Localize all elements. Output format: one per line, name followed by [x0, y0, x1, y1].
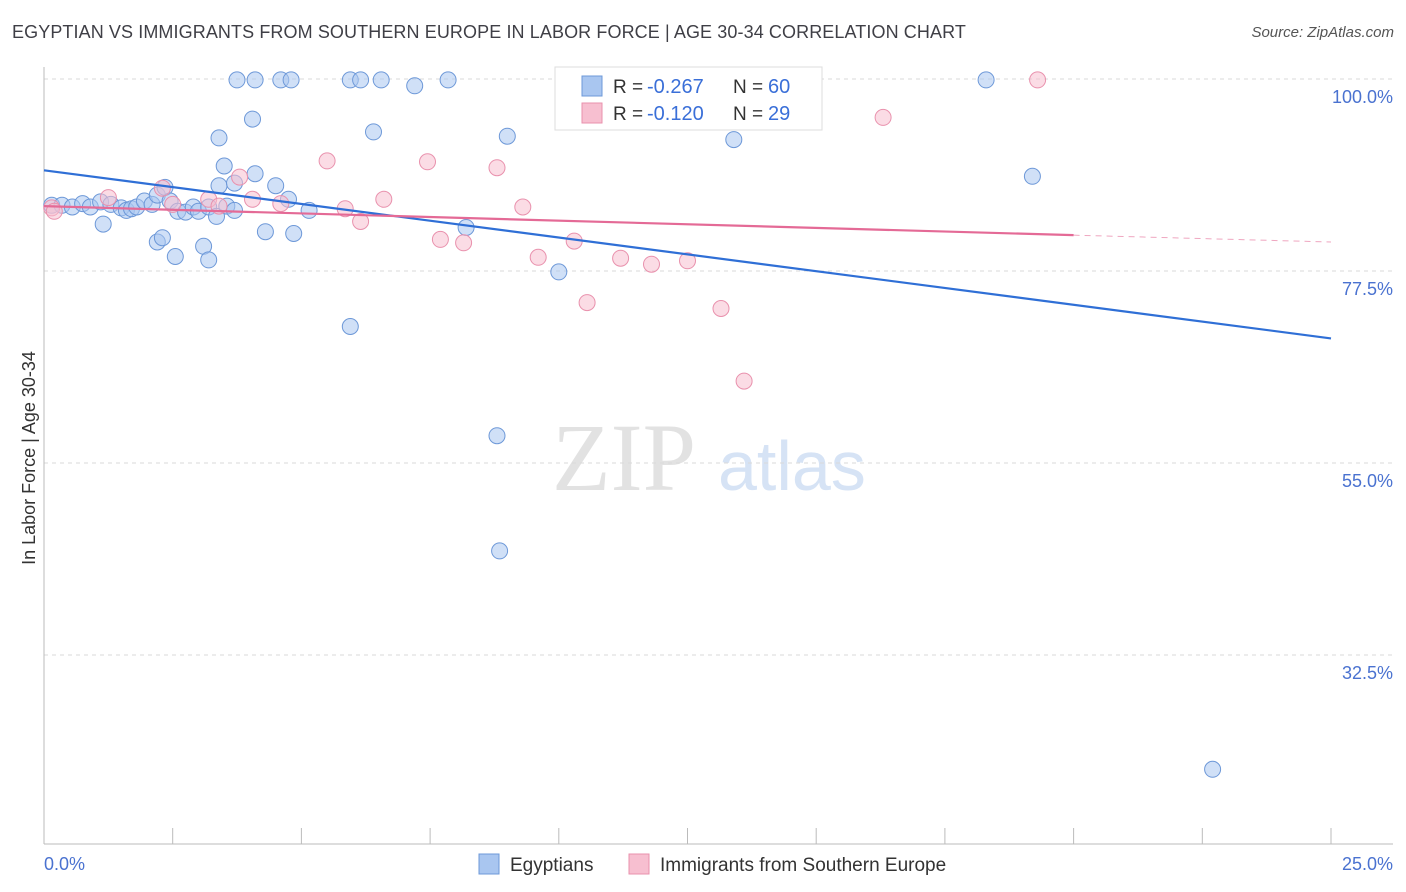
axes — [43, 67, 1393, 845]
legend-n-value: 60 — [768, 76, 790, 98]
legend-swatch-immigrants — [628, 853, 650, 875]
legend-swatch-egyptians — [478, 853, 500, 875]
point-immigrants — [578, 294, 596, 312]
point-egyptians — [725, 131, 743, 149]
point-egyptians — [550, 263, 568, 281]
gridlines — [44, 78, 1393, 656]
legend-r-label: R = — [613, 104, 643, 125]
stats-legend: R = -0.267 N = 60 R = -0.120 N = 29 — [554, 66, 823, 131]
point-egyptians — [244, 110, 261, 128]
legend-r-value: -0.267 — [647, 76, 704, 98]
watermark-atlas: atlas — [718, 427, 866, 505]
point-immigrants — [712, 300, 730, 317]
trendline-egyptians — [43, 169, 1332, 340]
point-egyptians — [498, 127, 516, 145]
point-immigrants — [419, 153, 436, 171]
legend-swatch-blue — [581, 75, 603, 97]
watermark-zip: ZIP — [552, 404, 696, 511]
y-tick-label: 55.0% — [1342, 471, 1393, 491]
trendline-immigrants-extension — [1073, 234, 1332, 243]
point-egyptians — [210, 129, 228, 147]
point-immigrants — [612, 249, 630, 267]
legend-label-immigrants: Immigrants from Southern Europe — [660, 855, 946, 876]
point-immigrants — [679, 252, 696, 270]
point-egyptians — [94, 215, 112, 233]
legend-n-value: 29 — [768, 103, 790, 125]
point-egyptians — [256, 223, 274, 241]
point-egyptians — [285, 225, 303, 242]
data-points — [43, 71, 1222, 778]
point-egyptians — [246, 71, 264, 89]
legend-r-label: R = — [613, 77, 643, 98]
x-tick-label-max: 25.0% — [1342, 854, 1393, 874]
point-immigrants — [375, 190, 393, 208]
y-tick-label: 32.5% — [1342, 663, 1393, 683]
point-egyptians — [267, 177, 285, 195]
point-immigrants — [164, 195, 182, 213]
point-immigrants — [514, 198, 532, 216]
point-egyptians — [372, 71, 390, 89]
y-tick-label: 100.0% — [1332, 87, 1393, 107]
point-immigrants — [272, 195, 290, 213]
y-tick-label: 77.5% — [1342, 279, 1393, 299]
point-egyptians — [166, 248, 184, 265]
point-egyptians — [341, 318, 359, 335]
trendlines — [43, 169, 1332, 340]
point-egyptians — [1023, 167, 1041, 185]
y-axis-title: In Labor Force | Age 30-34 — [19, 351, 39, 565]
y-tick-labels: 100.0% 77.5% 55.0% 32.5% — [1332, 87, 1393, 683]
point-immigrants — [874, 108, 892, 126]
series-legend: Egyptians Immigrants from Southern Europ… — [478, 853, 946, 876]
point-egyptians — [439, 71, 457, 89]
source-label: Source: ZipAtlas.com — [1251, 24, 1394, 41]
legend-label-egyptians: Egyptians — [510, 855, 593, 876]
point-egyptians — [488, 427, 506, 445]
point-immigrants — [318, 152, 336, 170]
trendline-immigrants — [43, 205, 1074, 237]
point-egyptians — [282, 71, 300, 89]
point-immigrants — [735, 372, 753, 390]
point-egyptians — [1204, 760, 1222, 778]
legend-n-label: N = — [733, 77, 763, 98]
point-egyptians — [200, 251, 218, 269]
point-egyptians — [210, 177, 228, 195]
point-egyptians — [977, 71, 995, 89]
point-immigrants — [455, 234, 473, 252]
legend-swatch-pink — [581, 102, 603, 124]
point-egyptians — [246, 165, 264, 183]
point-immigrants — [488, 159, 506, 177]
chart-title: EGYPTIAN VS IMMIGRANTS FROM SOUTHERN EUR… — [12, 22, 966, 42]
point-immigrants — [529, 248, 547, 266]
point-egyptians — [365, 123, 382, 141]
point-immigrants — [352, 213, 370, 230]
x-tick-label-min: 0.0% — [44, 854, 85, 874]
legend-r-value: -0.120 — [647, 103, 704, 125]
point-egyptians — [457, 219, 475, 236]
point-immigrants — [643, 255, 660, 273]
point-immigrants — [153, 179, 171, 197]
point-egyptians — [153, 229, 171, 247]
point-egyptians — [215, 157, 233, 175]
point-immigrants — [1029, 71, 1047, 89]
point-immigrants — [231, 168, 249, 186]
point-egyptians — [228, 71, 246, 89]
point-egyptians — [491, 542, 509, 560]
point-immigrants — [99, 189, 117, 207]
point-immigrants — [431, 230, 449, 248]
legend-n-label: N = — [733, 104, 763, 125]
point-egyptians — [406, 77, 424, 95]
point-egyptians — [352, 71, 370, 89]
